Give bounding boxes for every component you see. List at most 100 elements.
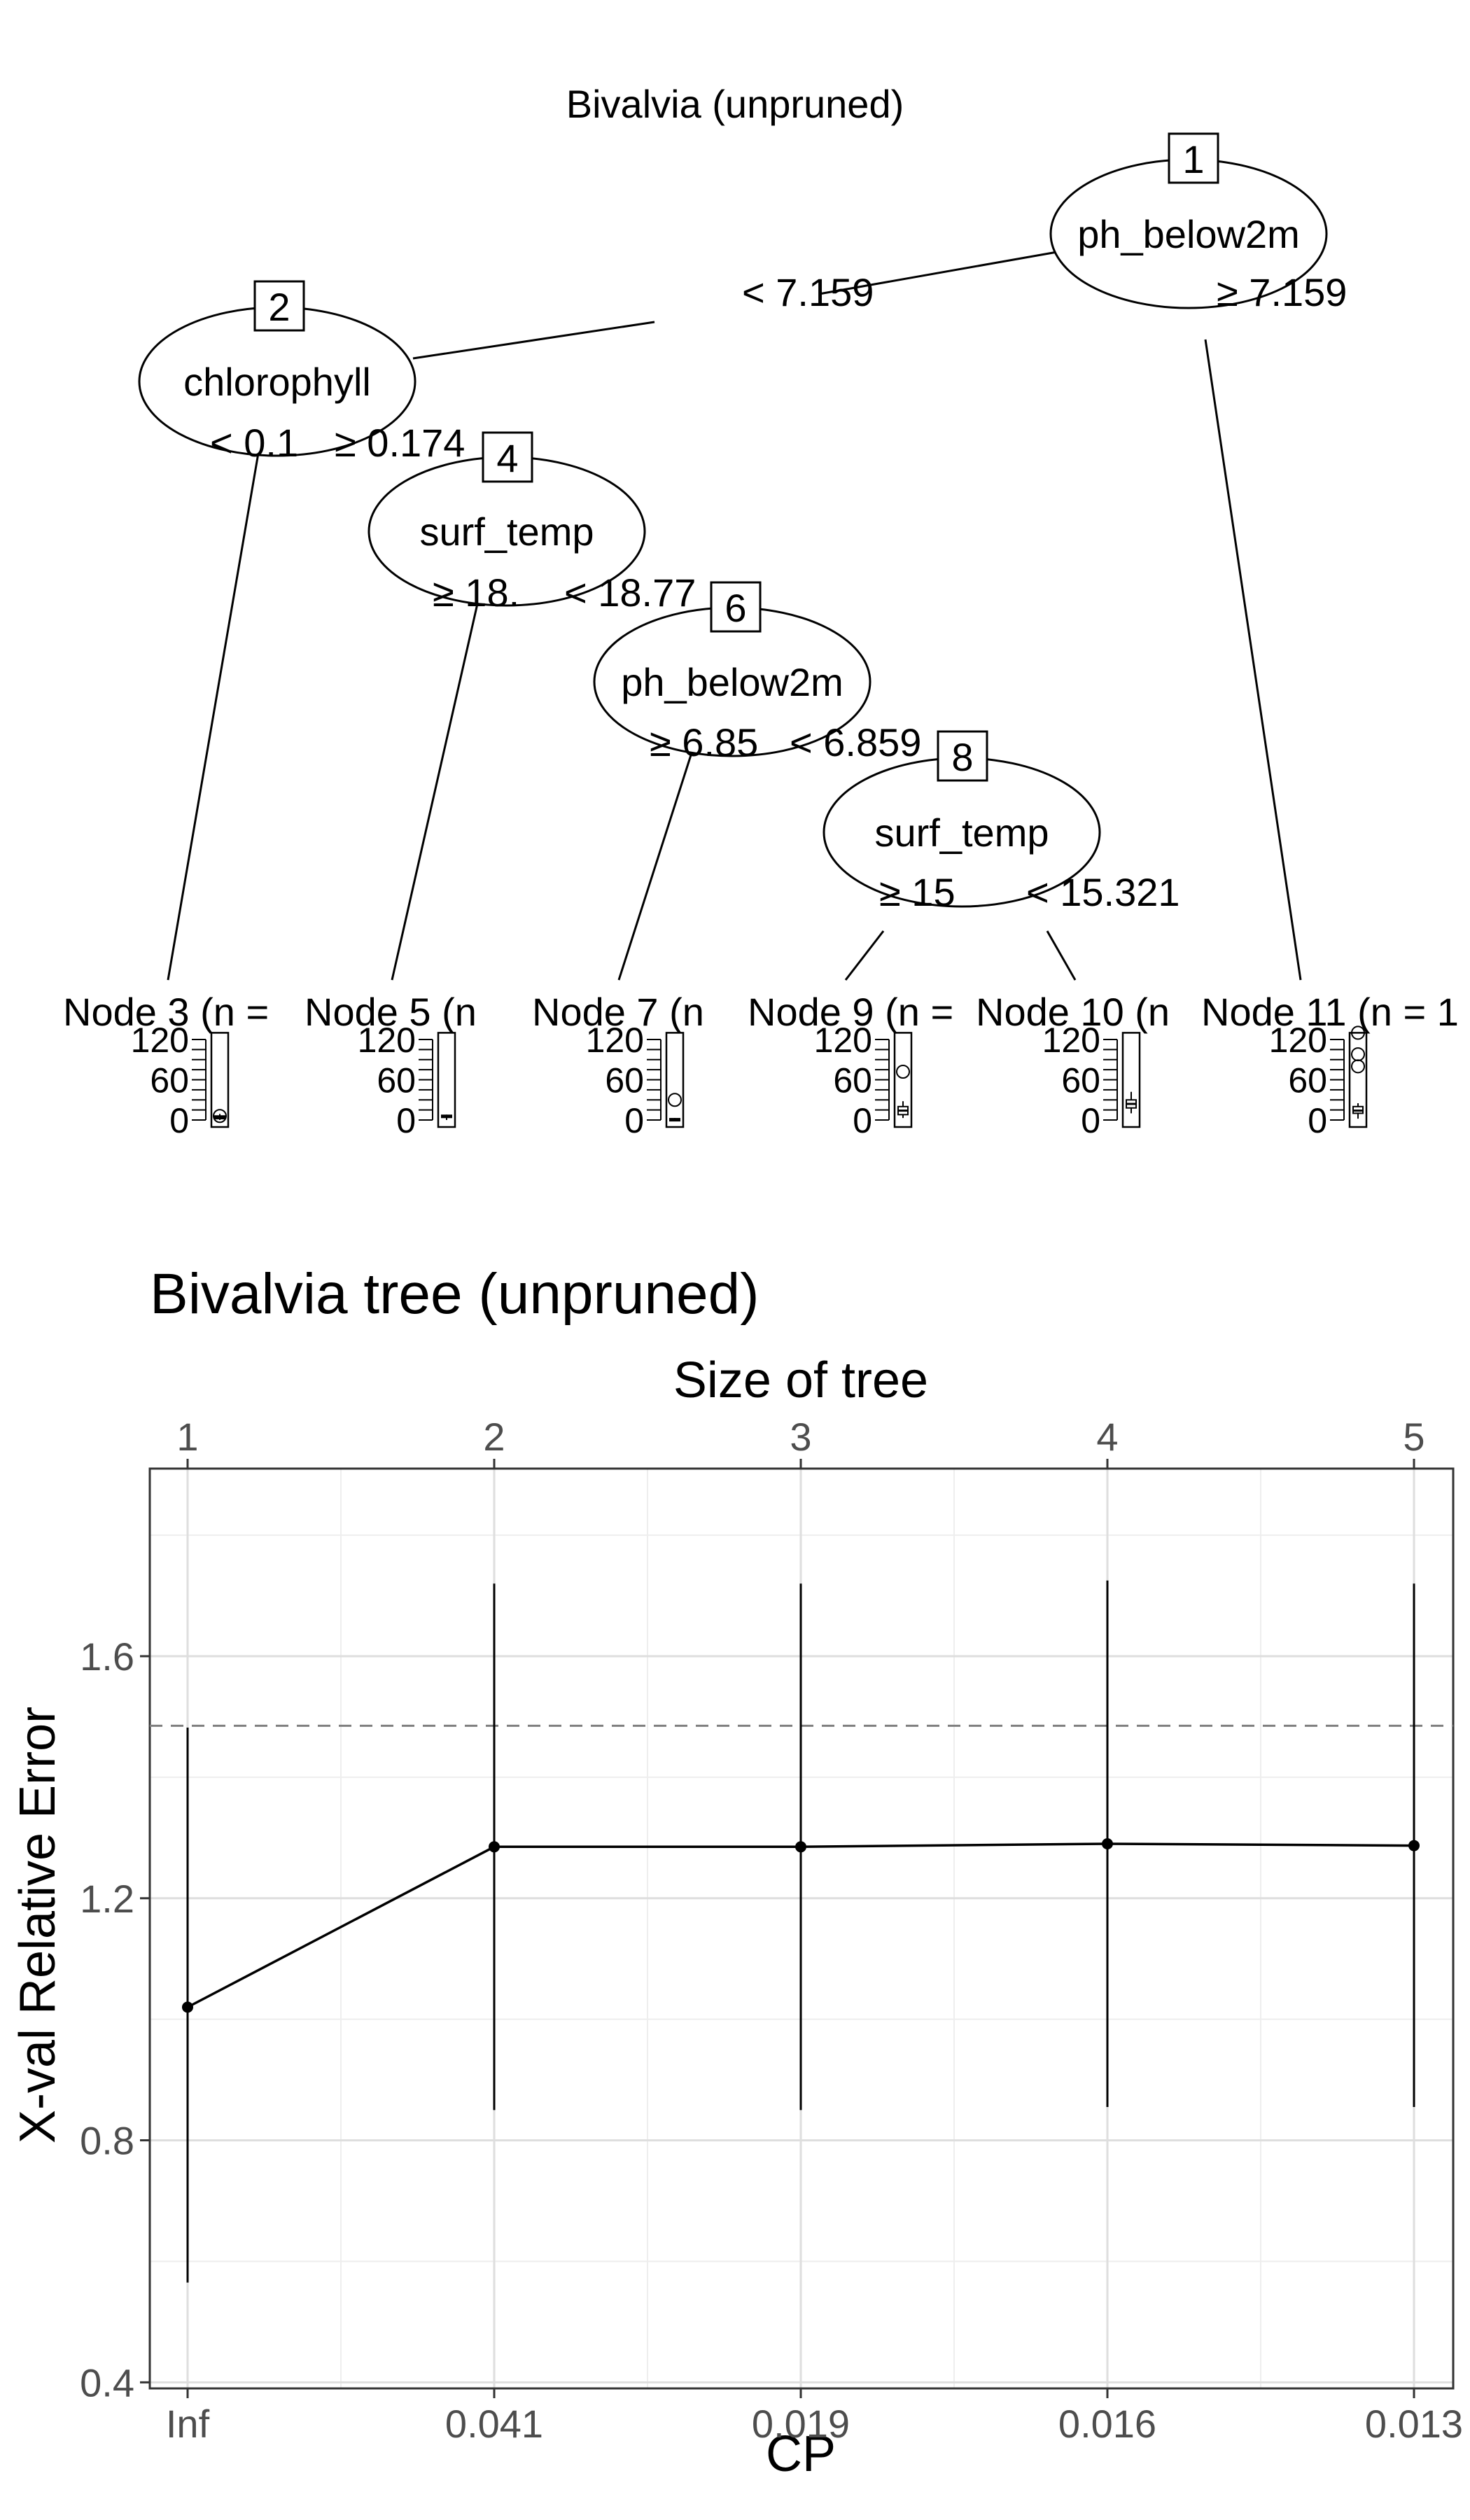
terminal-frame [665,1032,685,1128]
cp-plot: Bivalvia tree (unpruned) Size of tree CP… [10,1262,1463,2482]
inner-node-4: surf_temp 4 ≥ 18. < 18.77 [368,431,696,615]
terminal-frame [1348,1032,1368,1128]
terminal-tick-label: 60 [833,1061,872,1100]
boxplot-outlier [896,1065,910,1079]
boxplot-outlier [213,1109,227,1124]
data-point [1408,1840,1420,1851]
split-label-left: ≥ 18. [433,570,519,615]
terminal-tick-label: 120 [358,1021,416,1060]
terminal-tick-label: 120 [1269,1021,1327,1060]
tree-edge-6 [844,930,885,981]
terminal-tick-label: 60 [150,1061,189,1100]
tree-edge-7 [1046,930,1077,981]
terminal-tick-label: 0 [1081,1101,1100,1140]
cp-ticks: 0.4 0.8 1.2 1.6 Inf 0.041 0.019 0.016 0.013 1 2 3 4 5 [80,1415,1463,2446]
inner-node-id-box [710,581,762,633]
top-tick-label: 4 [1096,1415,1118,1459]
data-point [182,2001,193,2013]
terminal-tick-label: 0 [853,1101,872,1140]
inner-node-id: 2 [268,285,290,329]
data-point [1102,1837,1113,1849]
data-point [489,1841,500,1853]
inner-node-variable: chlorophyll [183,360,371,404]
terminal-node-label: Node 3 (n = [63,990,269,1034]
y-axis-title: X-val Relative Error [10,1707,66,2143]
y-tick-label: 1.2 [80,1877,134,1921]
x-tick-label: 0.019 [752,2402,850,2446]
tree-edge-4 [391,591,482,981]
terminal-node-label: Node 9 (n = [748,990,953,1034]
terminal-tick-label: 60 [377,1061,416,1100]
split-label-left: < 7.159 [742,270,874,314]
boxplot-outlier [1351,1026,1365,1040]
terminal-tick-label: 60 [605,1061,644,1100]
y-tick-label: 0.8 [80,2119,134,2163]
terminal-tick-label: 60 [1061,1061,1100,1100]
cp-marks [150,1580,1453,2283]
top-tick-label: 5 [1403,1415,1424,1459]
inner-node-id: 6 [724,586,746,630]
inner-node-id-box [482,431,533,483]
inner-node-6: ph_below2m 6 ≥ 6.85 < 6.859 [593,581,921,764]
x-tick-label: 0.016 [1058,2402,1156,2446]
terminal-tick-label: 0 [396,1101,416,1140]
split-label-left: ≥ 6.85 [650,720,758,764]
y-tick-label: 1.6 [80,1634,134,1679]
inner-node-id-box [1168,132,1219,184]
boxplot-outlier [668,1093,682,1107]
split-label-left: < 0.1 [210,421,298,465]
x-tick-label: 0.013 [1365,2402,1463,2446]
x-tick-label: Inf [166,2402,210,2446]
tree-edge-0 [818,251,1058,295]
inner-node-variable: surf_temp [420,510,594,554]
terminal-tick-label: 0 [1308,1101,1327,1140]
inner-node-8: surf_temp 8 ≥ 15 < 15.321 [822,730,1180,914]
inner-node-id: 8 [951,735,973,779]
terminal-frame [437,1032,456,1128]
tree-diagram: Bivalvia (unpruned) ph_below2m 1 < 7.159 ≥ … [63,82,1459,1140]
tree-edges [167,251,1302,981]
top-axis-title: Size of tree [673,1352,928,1408]
terminal-tick-label: 120 [1042,1021,1100,1060]
terminal-node-label: Node 10 (n [976,990,1170,1034]
y-tick-label: 0.4 [80,2360,134,2404]
tree-edge-2 [1204,339,1302,981]
terminal-frame [210,1032,230,1128]
terminal-tick-label: 60 [1288,1061,1327,1100]
boxplot-outlier [1351,1047,1365,1062]
split-label-left: ≥ 15 [879,870,955,914]
terminal-node-label: Node 5 (n [304,990,477,1034]
terminal-node-label: Node 11 (n = 1 [1201,990,1459,1034]
terminal-tick-label: 120 [131,1021,189,1060]
cp-plot-title: Bivalvia tree (unpruned) [150,1262,760,1326]
terminal-tick-label: 120 [814,1021,872,1060]
terminal-tick-label: 0 [624,1101,644,1140]
inner-node-id-box [253,280,305,332]
terminal-tick-label: 120 [586,1021,644,1060]
top-tick-label: 1 [176,1415,198,1459]
terminal-node-label: Node 7 (n [532,990,704,1034]
split-label-right: ≥ 0.174 [335,421,465,465]
split-label-right: < 18.77 [564,570,696,615]
split-label-right: ≥ 7.159 [1217,270,1347,314]
terminal-frame [893,1032,913,1128]
tree-inner-nodes: ph_below2m 1 < 7.159 ≥ 7.159 chlorophyll 2 < 0… [138,132,1347,914]
top-tick-label: 3 [790,1415,811,1459]
top-tick-label: 2 [483,1415,505,1459]
tree-edge-3 [167,440,262,981]
tree-edge-5 [617,741,696,981]
split-label-right: < 6.859 [790,720,921,764]
inner-node-id: 4 [496,436,518,480]
terminal-tick-label: 0 [169,1101,189,1140]
inner-node-id-box [937,730,988,782]
x-tick-label: 0.041 [445,2402,543,2446]
inner-node-2: chlorophyll 2 < 0.1 ≥ 0.174 [138,280,465,465]
tree-title: Bivalvia (unpruned) [566,82,904,126]
